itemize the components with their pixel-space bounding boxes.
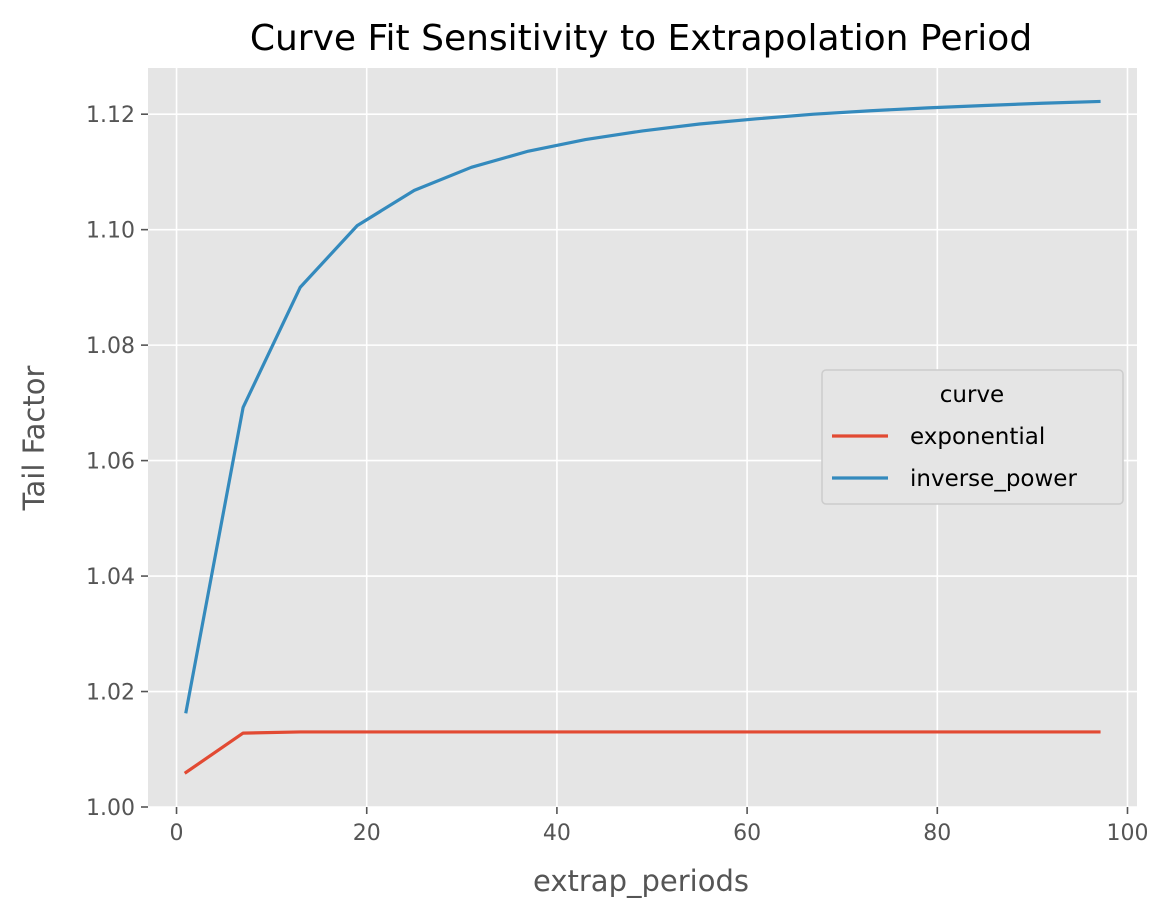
- y-tick-label: 1.12: [86, 103, 135, 128]
- y-tick-label: 1.10: [86, 219, 135, 244]
- y-tick-label: 1.06: [86, 450, 135, 475]
- x-tick-label: 20: [353, 821, 381, 846]
- x-tick-label: 60: [733, 821, 761, 846]
- series-line-inverse-power: [184, 99, 1101, 714]
- x-tick-label: 80: [923, 821, 951, 846]
- x-axis-label: extrap_periods: [533, 864, 749, 898]
- legend-label-inverse-power: inverse_power: [910, 466, 1077, 492]
- legend: curve exponential inverse_power: [821, 369, 1124, 505]
- y-tick-label: 1.04: [86, 565, 135, 590]
- gridlines: [148, 68, 1137, 808]
- y-axis-label: Tail Factor: [17, 366, 51, 512]
- legend-box: [821, 369, 1124, 505]
- series-line-exponential: [183, 730, 1101, 775]
- chart-title: Curve Fit Sensitivity to Extrapolation P…: [250, 18, 1032, 59]
- y-tick-label: 1.02: [86, 681, 135, 706]
- legend-title: curve: [940, 382, 1004, 408]
- x-tick-label: 100: [1106, 821, 1148, 846]
- legend-label-exponential: exponential: [910, 424, 1045, 450]
- axis-ticks: 0 20 40 60 80 100 1.00 1.02 1.04 1.06 1.08 1.10 1.12: [86, 103, 1148, 846]
- y-tick-label: 1.00: [86, 796, 135, 821]
- series-lines: [183, 99, 1101, 775]
- y-tick-label: 1.08: [86, 334, 135, 359]
- x-tick-label: 40: [543, 821, 571, 846]
- x-tick-label: 0: [170, 821, 184, 846]
